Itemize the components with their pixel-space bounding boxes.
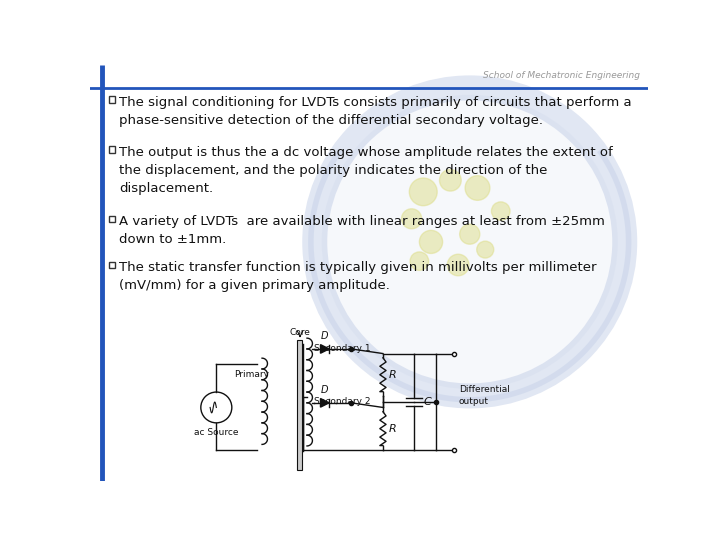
Text: The output is thus the a dc voltage whose amplitude relates the extent of
the di: The output is thus the a dc voltage whos… [120,146,613,194]
Circle shape [447,254,469,276]
Text: The static transfer function is typically given in millivolts per millimeter
(mV: The static transfer function is typicall… [120,261,597,292]
Circle shape [409,178,437,206]
Text: R: R [389,423,397,434]
Text: A variety of LVDTs  are available with linear ranges at least from ±25mm
down to: A variety of LVDTs are available with li… [120,215,606,246]
Text: Differential
output: Differential output [459,386,510,406]
Text: Secondary 2: Secondary 2 [314,397,371,407]
Polygon shape [320,345,329,353]
Bar [109,146,114,153]
Bar [109,96,114,103]
Text: R: R [389,370,397,380]
Text: Core: Core [289,328,310,338]
Circle shape [492,202,510,220]
Text: ac Source: ac Source [194,428,238,437]
Circle shape [419,231,443,253]
Text: Primary: Primary [234,370,269,379]
Circle shape [477,241,494,258]
Text: School of Mechatronic Engineering: School of Mechatronic Engineering [483,71,640,80]
Polygon shape [320,399,329,407]
Circle shape [459,224,480,244]
Text: D: D [321,385,328,395]
Text: C: C [424,397,432,407]
Bar [297,340,302,470]
Text: D: D [321,331,328,341]
Text: Secondary 1: Secondary 1 [314,343,371,353]
Text: The signal conditioning for LVDTs consists primarily of circuits that perform a
: The signal conditioning for LVDTs consis… [120,96,632,126]
Circle shape [410,252,428,271]
Bar [109,262,114,268]
Circle shape [465,176,490,200]
Bar [109,215,114,222]
Circle shape [322,95,618,389]
Circle shape [402,209,422,229]
Circle shape [439,170,462,191]
